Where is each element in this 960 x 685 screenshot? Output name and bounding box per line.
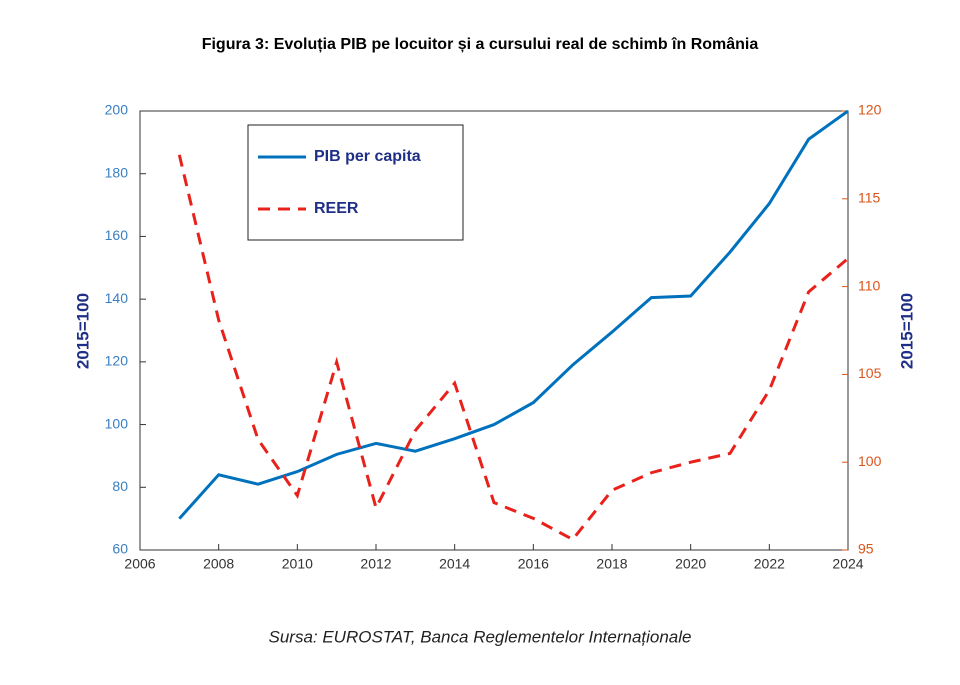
x-tick-label: 2022 xyxy=(754,556,785,572)
y-tick-label: 60 xyxy=(112,541,128,557)
x-tick-label: 2010 xyxy=(282,556,313,572)
y2-tick-label: 95 xyxy=(858,541,874,557)
series-line xyxy=(178,109,849,520)
y2-tick-label: 110 xyxy=(858,277,881,293)
y-axis-title: 2015=100 xyxy=(73,293,92,369)
y-tick-label: 180 xyxy=(105,164,129,180)
plot-area xyxy=(139,110,849,551)
legend-label: REER xyxy=(314,200,359,217)
y-tick-label: 120 xyxy=(105,353,129,369)
y-tick-label: 100 xyxy=(105,415,129,431)
legend-label: PIB per capita xyxy=(314,148,421,165)
x-tick-label: 2012 xyxy=(360,556,391,572)
y2-tick-label: 115 xyxy=(858,190,881,206)
x-tick-label: 2014 xyxy=(439,556,470,572)
x-tick-label: 2024 xyxy=(832,556,863,572)
source: Sursa: EUROSTAT, Banca Reglementelor Int… xyxy=(268,627,691,646)
y2-tick-label: 100 xyxy=(858,453,882,469)
y-tick-label: 80 xyxy=(112,478,128,494)
y-tick-label: 160 xyxy=(105,227,129,243)
y2-axis-title: 2015=100 xyxy=(897,293,916,369)
x-tick-label: 2006 xyxy=(124,556,155,572)
x-tick-label: 2008 xyxy=(203,556,234,572)
x-tick-label: 2016 xyxy=(518,556,549,572)
y-tick-label: 200 xyxy=(105,102,129,118)
y2-tick-label: 105 xyxy=(858,365,882,381)
series-line xyxy=(177,154,849,542)
y2-tick-label: 120 xyxy=(858,102,882,118)
legend-box xyxy=(247,124,464,241)
x-tick-label: 2020 xyxy=(675,556,706,572)
y-tick-label: 140 xyxy=(105,290,129,306)
x-tick-label: 2018 xyxy=(596,556,627,572)
chart-title: Figura 3: Evoluția PIB pe locuitor și a … xyxy=(202,36,759,53)
